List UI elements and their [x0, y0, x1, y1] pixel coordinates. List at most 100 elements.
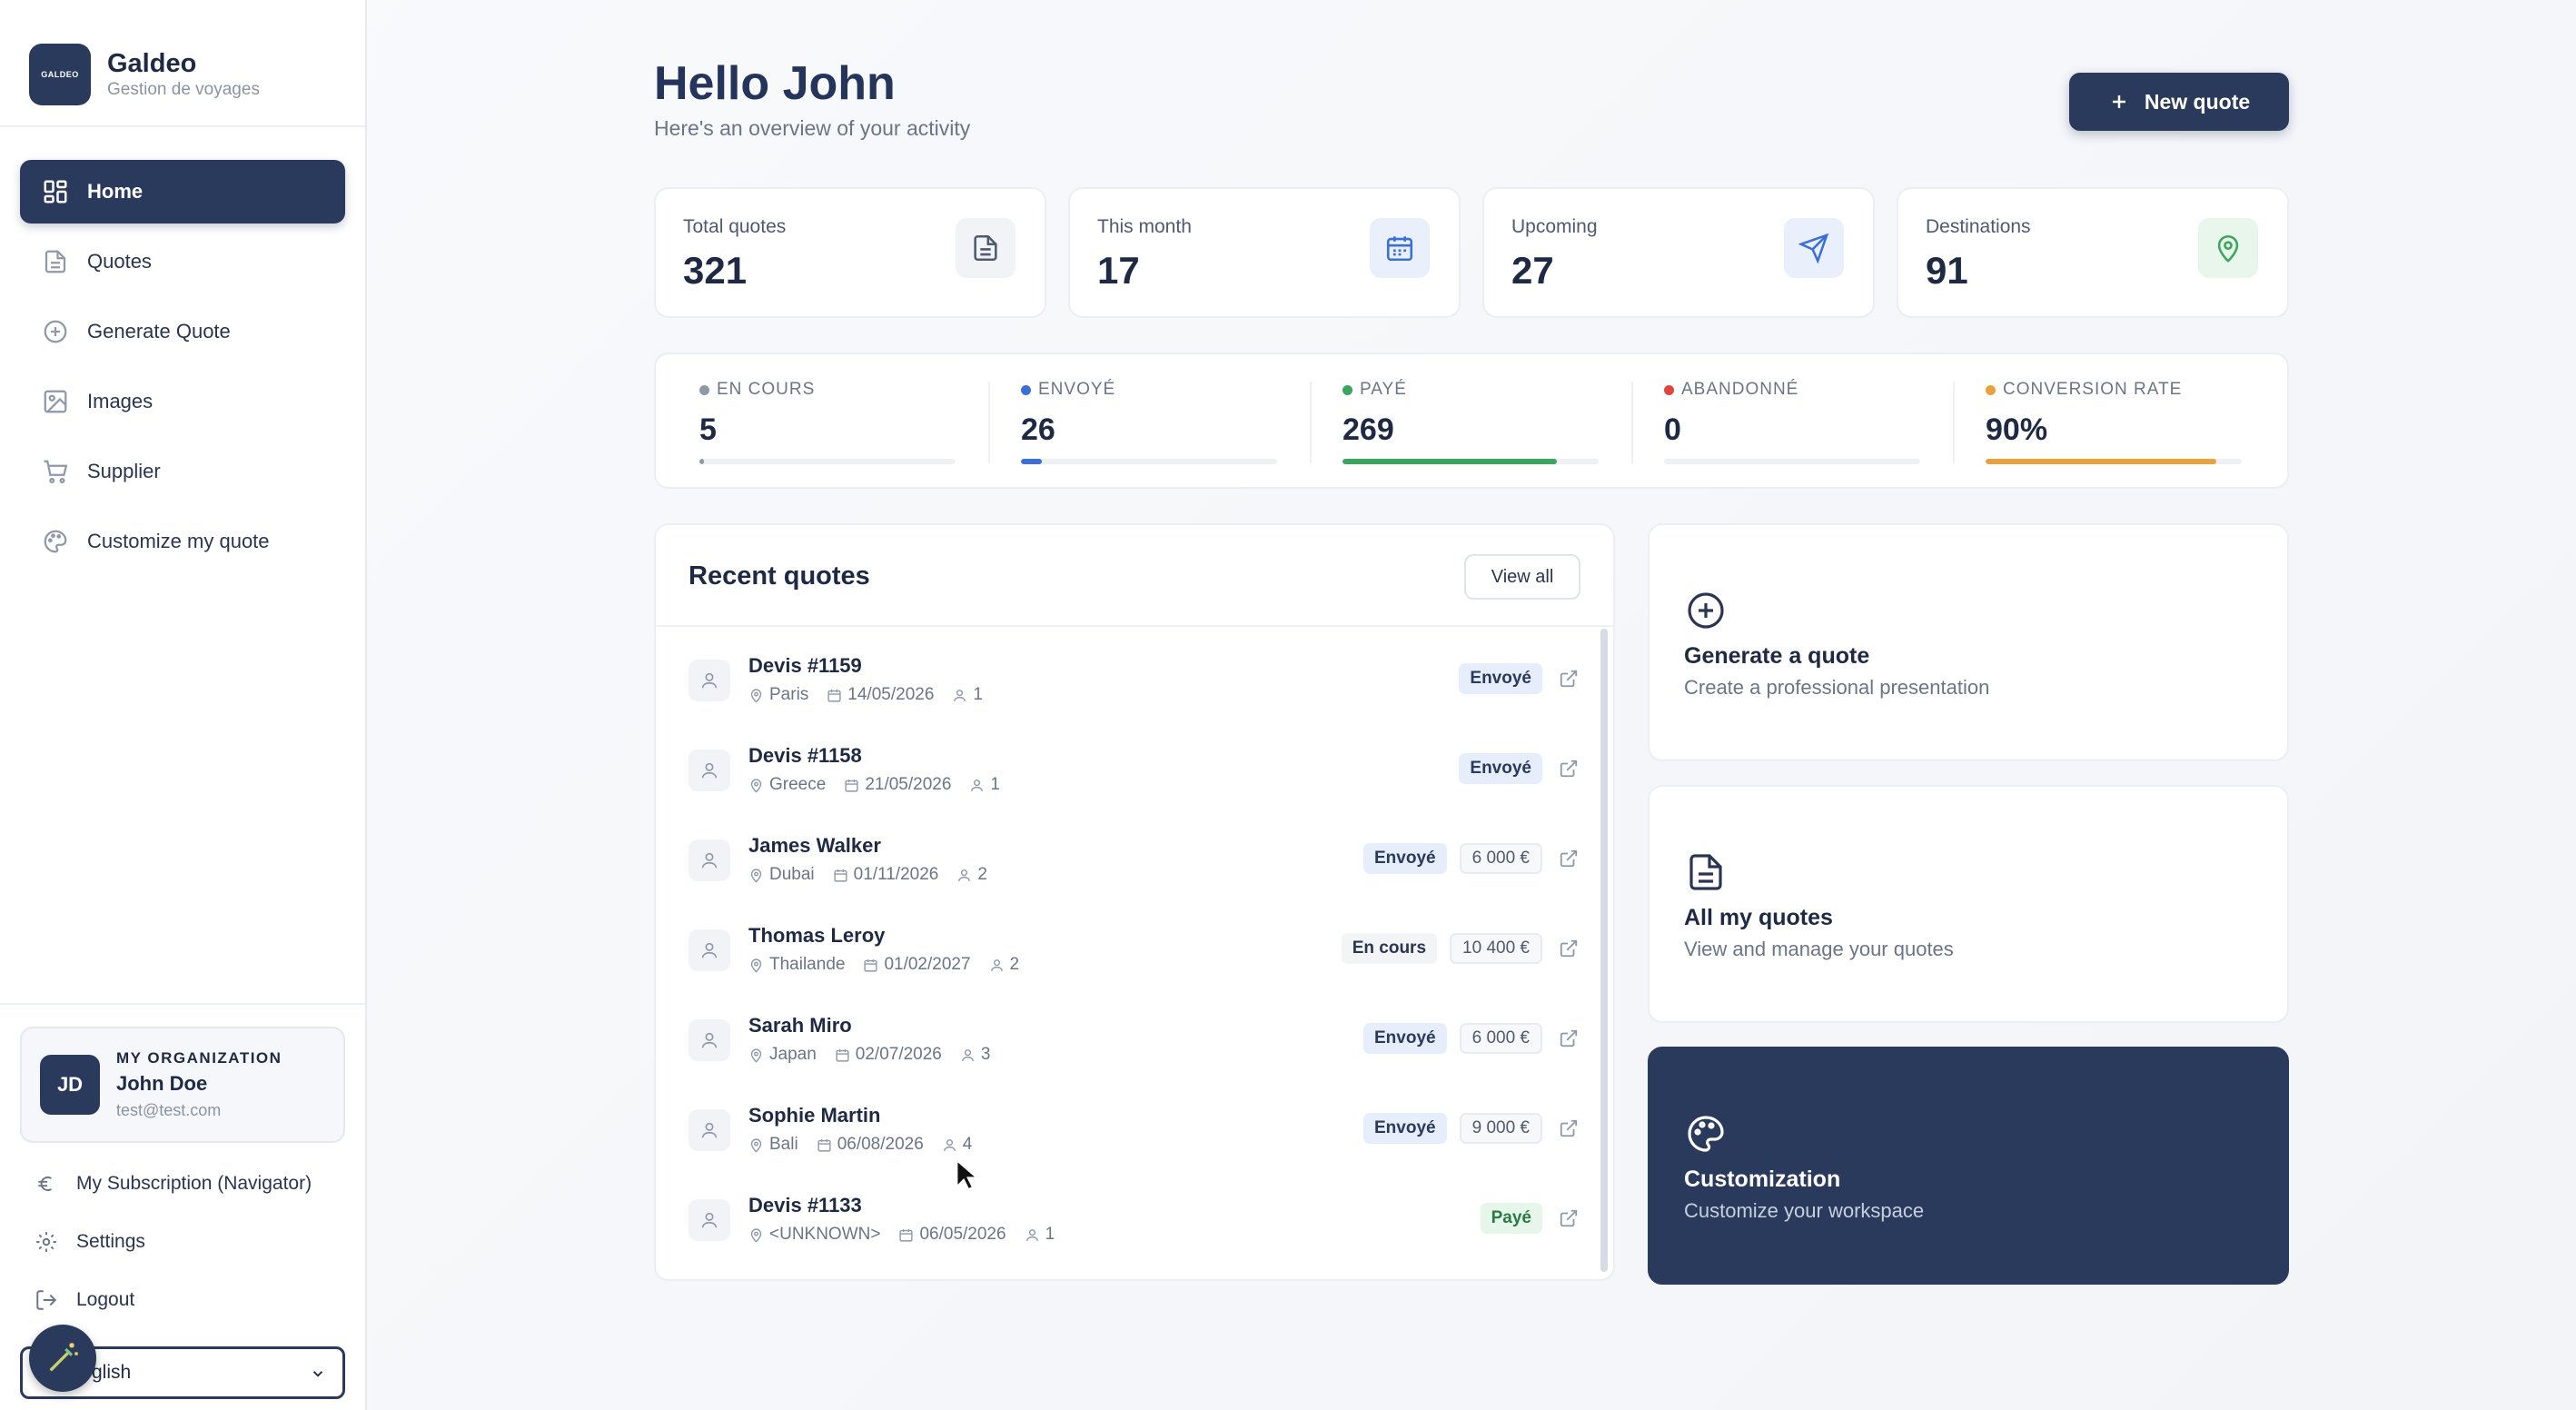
status-badge: Payé [1480, 1203, 1542, 1234]
user-icon [958, 869, 971, 881]
divider [1310, 382, 1312, 463]
quote-name: Devis #1133 [748, 1194, 862, 1216]
status-badge: Envoyé [1459, 753, 1542, 784]
send-icon [1798, 233, 1829, 263]
table-row[interactable]: Devis #1133 <UNKNOWN> 06/05/2026 1 Payé [689, 1187, 1579, 1259]
nav-item-home[interactable]: Home [20, 160, 345, 223]
quote-destination: Paris [769, 685, 809, 704]
external-link-icon[interactable] [1559, 759, 1579, 779]
customization-card[interactable]: Customization Customize your workspace [1648, 1047, 2289, 1285]
external-link-icon[interactable] [1559, 1028, 1579, 1048]
external-link-icon[interactable] [1559, 849, 1579, 869]
settings-link[interactable]: Settings [35, 1230, 145, 1254]
nav-item-customize[interactable]: Customize my quote [20, 510, 345, 573]
status-badge: Envoyé [1363, 1113, 1447, 1144]
user-icon [701, 1212, 718, 1228]
external-link-icon[interactable] [1559, 1118, 1579, 1138]
quote-meta: Greece 21/05/2026 1 [748, 775, 1018, 795]
view-all-button[interactable]: View all [1464, 554, 1580, 600]
generate-quote-card[interactable]: Generate a quote Create a professional p… [1648, 523, 2289, 761]
status-dot [1342, 384, 1352, 395]
nav-item-generate-quote[interactable]: Generate Quote [20, 300, 345, 363]
organization-card[interactable]: JD MY ORGANIZATION John Doe test@test.co… [20, 1027, 345, 1143]
card-title: Generate a quote [1684, 643, 1870, 669]
quote-travelers: 1 [973, 685, 983, 704]
table-row[interactable]: Sophie Martin Bali 06/08/2026 4 Envoyé 9 000 … [689, 1097, 1579, 1169]
sidebar: GALDEO Galdeo Gestion de voyages Home Qu… [0, 0, 367, 1410]
quote-price: 10 400 € [1450, 933, 1542, 964]
user-icon [971, 779, 984, 791]
status-value: 5 [699, 412, 717, 447]
document-icon [45, 250, 66, 273]
plus-circle-icon [44, 320, 67, 343]
map-pin-icon [750, 1137, 762, 1153]
quote-date: 06/08/2026 [837, 1135, 924, 1154]
plus-circle-icon [1688, 592, 1724, 629]
status-label: ENVOYÉ [1038, 380, 1116, 399]
quote-date: 14/05/2026 [847, 685, 935, 704]
card-subtitle: Customize your workspace [1684, 1199, 1925, 1222]
stat-this-month: This month 17 [1068, 187, 1461, 318]
scrollbar[interactable] [1600, 629, 1608, 1272]
map-pin-icon [750, 958, 762, 973]
table-row[interactable]: Sarah Miro Japan 02/07/2026 3 Envoyé 6 000 € [689, 1007, 1579, 1079]
map-pin-icon [750, 1048, 762, 1063]
calendar-icon [836, 1048, 849, 1062]
quote-destination: Greece [769, 775, 827, 794]
quote-date: 01/02/2027 [884, 955, 971, 974]
user-icon [701, 942, 718, 958]
nav-item-images[interactable]: Images [20, 370, 345, 433]
logout-link[interactable]: Logout [35, 1288, 134, 1312]
quote-date: 06/05/2026 [919, 1225, 1006, 1244]
subscription-link[interactable]: My Subscription (Navigator) [35, 1172, 312, 1196]
language-value: glish [92, 1362, 132, 1383]
calendar-icon [899, 1228, 914, 1242]
status-progress-fill [1021, 459, 1042, 464]
quote-destination: Bali [769, 1135, 798, 1154]
quote-destination: Dubai [769, 865, 815, 884]
table-row[interactable]: James Walker Dubai 01/11/2026 2 Envoyé 6 000 … [689, 827, 1579, 899]
quote-name: James Walker [748, 834, 881, 857]
stat-upcoming: Upcoming 27 [1482, 187, 1875, 318]
stat-value: 27 [1511, 249, 1554, 292]
new-quote-button[interactable]: New quote [2069, 73, 2289, 131]
card-title: All my quotes [1684, 905, 1833, 930]
all-quotes-card[interactable]: All my quotes View and manage your quote… [1648, 785, 2289, 1023]
new-quote-label: New quote [2144, 89, 2251, 114]
table-row[interactable]: Devis #1158 Greece 21/05/2026 1 Envoyé [689, 737, 1579, 809]
euro-icon [38, 1176, 52, 1192]
external-link-icon[interactable] [1559, 938, 1579, 958]
divider [0, 125, 365, 127]
quote-name: Devis #1159 [748, 654, 862, 677]
external-link-icon[interactable] [1559, 1208, 1579, 1228]
status-badge: Envoyé [1363, 1023, 1447, 1054]
table-row[interactable]: Devis #1159 Paris 14/05/2026 1 Envoyé [689, 647, 1579, 720]
assistant-fab[interactable] [29, 1325, 96, 1392]
avatar [689, 929, 730, 971]
quote-price: 9 000 € [1459, 1113, 1542, 1144]
nav-item-supplier[interactable]: Supplier [20, 440, 345, 503]
nav-label: Supplier [87, 460, 161, 482]
stat-value: 91 [1926, 249, 1968, 292]
brand[interactable]: GALDEO Galdeo Gestion de voyages [29, 44, 260, 105]
status-abandonne: ABANDONNÉ 0 [1664, 380, 1920, 464]
quote-travelers: 2 [977, 865, 987, 884]
user-icon [962, 1048, 974, 1061]
avatar [689, 1199, 730, 1241]
brand-logo: GALDEO [29, 44, 91, 105]
grid-icon [44, 180, 67, 204]
external-link-icon[interactable] [1559, 669, 1579, 689]
user-icon [701, 672, 718, 689]
avatar [689, 1019, 730, 1061]
status-dot [1986, 384, 1996, 395]
status-progress [699, 459, 956, 464]
quote-travelers: 4 [962, 1135, 973, 1154]
quote-date: 02/07/2026 [855, 1045, 942, 1064]
quote-name: Thomas Leroy [748, 924, 886, 947]
nav-item-quotes[interactable]: Quotes [20, 230, 345, 293]
status-label: CONVERSION RATE [2003, 380, 2183, 399]
status-progress [1021, 459, 1277, 464]
user-icon [943, 1138, 956, 1151]
stat-value: 17 [1097, 249, 1140, 292]
table-row[interactable]: Thomas Leroy Thailande 01/02/2027 2 En cours… [689, 917, 1579, 989]
